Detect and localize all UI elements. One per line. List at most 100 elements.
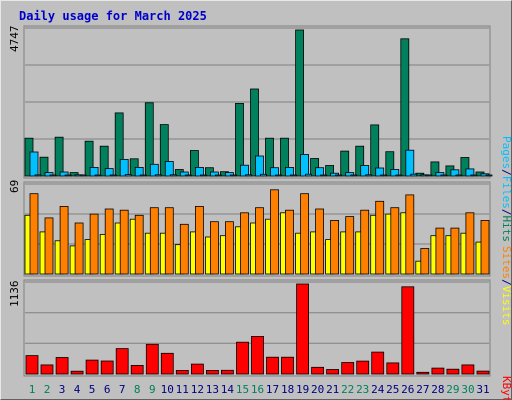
bar-pages-day-5 (94, 174, 102, 177)
bar-sites-day-16 (255, 207, 264, 275)
bar-sites-day-11 (179, 223, 189, 275)
bar-pages-day-9 (154, 174, 162, 177)
x-tick-label: 21 (326, 383, 339, 396)
bar-sites-day-15 (240, 212, 249, 275)
bar-files-day-15 (240, 164, 249, 177)
bar-sites-day-13 (209, 221, 219, 275)
bar-files-day-5 (89, 166, 99, 177)
bar-kbytes-day-2 (40, 364, 54, 375)
bar-hits-day-7 (114, 112, 124, 177)
bar-pages-day-20 (320, 174, 328, 177)
x-tick-label: 3 (59, 383, 66, 396)
bar-sites-day-9 (149, 207, 159, 275)
bar-sites-day-8 (134, 214, 144, 275)
bar-files-day-3 (59, 171, 69, 177)
x-tick-label: 18 (281, 383, 294, 396)
x-tick-label: 30 (461, 383, 474, 396)
bar-kbytes-day-28 (431, 367, 445, 375)
bar-pages-day-27 (425, 174, 433, 177)
x-tick-label: 11 (176, 383, 189, 396)
bar-kbytes-day-3 (55, 357, 69, 375)
bar-hits-day-19 (295, 29, 305, 177)
bar-hits-day-23 (355, 145, 365, 177)
x-tick-label: 31 (476, 383, 489, 396)
bar-kbytes-day-5 (85, 359, 99, 375)
x-tick-label: 1 (29, 383, 36, 396)
bar-sites-day-4 (74, 222, 84, 275)
bar-files-day-13 (209, 171, 219, 177)
bar-kbytes-day-12 (190, 363, 204, 375)
bar-files-day-2 (44, 172, 54, 177)
bar-files-day-12 (194, 166, 204, 177)
bar-sites-day-18 (285, 209, 294, 275)
bar-files-day-17 (270, 167, 279, 177)
bar-sites-day-28 (435, 227, 445, 275)
x-tick-label: 29 (446, 383, 459, 396)
bar-sites-day-21 (330, 219, 340, 275)
bar-hits-day-5 (84, 140, 94, 177)
bar-kbytes-day-6 (100, 360, 114, 375)
bar-files-day-9 (149, 163, 159, 177)
x-tick-label: 8 (134, 383, 141, 396)
bar-files-day-26 (405, 149, 415, 177)
bar-pages-day-7 (124, 174, 132, 177)
bar-hits-day-20 (310, 158, 320, 177)
bar-files-day-21 (330, 172, 340, 177)
x-tick-label: 25 (386, 383, 399, 396)
bar-sites-day-7 (119, 209, 129, 275)
bar-pages-day-13 (214, 174, 222, 177)
bar-pages-day-19 (305, 173, 313, 177)
bar-hits-day-4 (69, 172, 79, 177)
bar-sites-day-22 (345, 216, 355, 275)
legend-visits-sites: Sites/Visits (500, 246, 512, 326)
panel-kbytes-ymax-label: 1136 (8, 281, 21, 308)
bar-sites-day-30 (465, 212, 475, 275)
bar-sites-day-29 (450, 227, 460, 275)
bar-files-day-11 (179, 171, 189, 177)
bar-kbytes-day-25 (386, 362, 400, 375)
bar-sites-day-5 (89, 213, 99, 275)
x-tick-label: 5 (89, 383, 96, 396)
bar-files-day-28 (435, 172, 445, 177)
bar-files-day-24 (375, 167, 385, 177)
bar-kbytes-day-26 (401, 286, 415, 375)
x-tick-label: 22 (341, 383, 354, 396)
bar-kbytes-day-11 (175, 369, 189, 375)
bar-hits-day-22 (340, 150, 350, 177)
bar-files-day-8 (134, 166, 144, 177)
x-tick-label: 26 (401, 383, 414, 396)
bar-files-day-18 (285, 166, 294, 177)
x-tick-label: 10 (161, 383, 174, 396)
bar-files-day-23 (360, 165, 370, 177)
legend-hits: Hits (500, 216, 512, 243)
legend-hits-files-pages: Pages/Files/Hits (500, 136, 512, 242)
bar-pages-day-22 (350, 174, 358, 177)
bar-files-day-10 (164, 161, 174, 177)
bar-pages-day-11 (184, 174, 192, 177)
x-tick-label: 20 (311, 383, 324, 396)
bar-pages-day-15 (245, 174, 252, 177)
bar-kbytes-day-10 (160, 352, 174, 375)
bar-kbytes-day-21 (326, 369, 340, 375)
bar-kbytes-day-22 (341, 362, 355, 375)
bar-pages-day-14 (229, 174, 237, 177)
legend-pages: Pages (500, 136, 512, 169)
bar-pages-day-18 (290, 174, 297, 177)
bar-hits-day-30 (460, 157, 470, 177)
bar-pages-day-12 (199, 174, 207, 177)
bar-kbytes-day-23 (356, 360, 370, 375)
legend-kbytes: KBytes (500, 376, 512, 400)
bar-hits-day-21 (325, 165, 335, 177)
bar-kbytes-day-31 (476, 370, 490, 375)
legend-sep: / (500, 279, 512, 286)
legend-visits: Visits (500, 286, 512, 326)
bar-files-day-22 (345, 172, 355, 177)
bar-files-day-14 (224, 172, 234, 177)
bar-hits-day-12 (189, 150, 199, 177)
bar-pages-day-3 (64, 174, 72, 177)
x-tick-label: 16 (251, 383, 264, 396)
bar-hits-day-18 (280, 137, 289, 177)
x-tick-label: 15 (236, 383, 249, 396)
bar-hits-day-6 (99, 145, 109, 177)
